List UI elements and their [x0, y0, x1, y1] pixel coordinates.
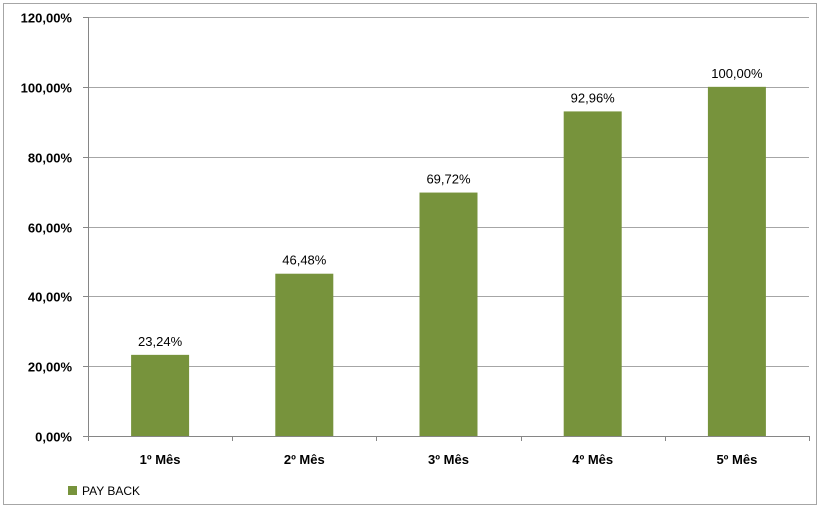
bar-2[interactable]	[275, 273, 334, 436]
x-tick-label: 1º Mês	[140, 452, 181, 467]
data-label: 69,72%	[426, 172, 471, 187]
y-tick-label: 60,00%	[28, 221, 73, 236]
bar-3[interactable]	[419, 192, 478, 436]
y-tick-label: 0,00%	[35, 430, 72, 445]
bar-1[interactable]	[131, 354, 190, 436]
y-tick-label: 80,00%	[28, 151, 73, 166]
data-label: 92,96%	[571, 90, 616, 105]
y-tick-label: 20,00%	[28, 360, 73, 375]
y-tick-label: 120,00%	[21, 11, 73, 26]
data-label: 23,24%	[138, 334, 183, 349]
data-label: 100,00%	[711, 66, 763, 81]
y-tick-label: 100,00%	[21, 81, 73, 96]
bar-5[interactable]	[707, 86, 766, 436]
x-tick-label: 5º Mês	[716, 452, 757, 467]
legend-swatch	[68, 486, 77, 495]
data-label: 46,48%	[282, 253, 327, 268]
y-tick-label: 40,00%	[28, 290, 73, 305]
bar-4[interactable]	[563, 111, 622, 436]
x-tick-label: 3º Mês	[428, 452, 469, 467]
x-tick-label: 4º Mês	[572, 452, 613, 467]
legend-label: PAY BACK	[82, 484, 140, 498]
x-tick-label: 2º Mês	[284, 452, 325, 467]
